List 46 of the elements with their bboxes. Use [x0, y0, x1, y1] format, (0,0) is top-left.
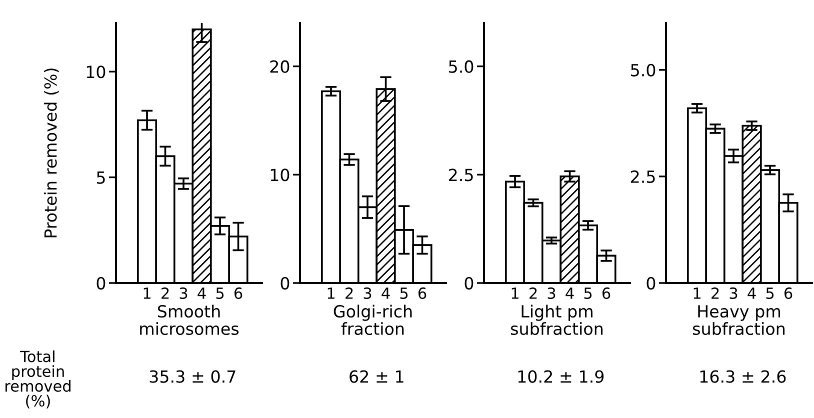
x-tick-label: 3 [548, 287, 556, 299]
y-tick-label: 5 [96, 171, 105, 184]
y-tick-label: 10 [270, 168, 290, 182]
text: 35.3 ± 0.7 [150, 370, 236, 383]
x-tick-label: 5 [766, 288, 774, 299]
x-tick-label: 6 [418, 287, 426, 299]
text: 10.2 ± 1.9 [518, 370, 604, 383]
text: 16.3 ± 2.6 [700, 370, 786, 383]
x-tick-label: 6 [234, 287, 242, 299]
y-tick-label: 5.0 [631, 64, 656, 76]
x-tick-label: 4 [382, 288, 390, 299]
x-tick-label: 2 [162, 287, 169, 299]
x-tick-label: 5 [400, 288, 408, 299]
x-tick-label: 3 [730, 287, 738, 299]
x-axis-title: Smooth microsomes [140, 304, 239, 336]
x-tick-label: 3 [180, 287, 188, 299]
y-tick-label: 2.5 [448, 168, 473, 182]
y-tick-label: 0 [464, 276, 474, 290]
y-tick-label: 5.0 [449, 60, 474, 73]
text: 62 ± 1 [350, 370, 404, 383]
x-tick-label: 6 [784, 287, 792, 299]
x-axis-title: Golgi-rich fraction [334, 304, 412, 336]
x-tick-label: 4 [566, 288, 574, 299]
x-tick-label: 2 [346, 287, 353, 299]
x-tick-label: 2 [712, 287, 719, 299]
y-tick-label: 0 [646, 276, 656, 290]
x-tick-label: 3 [364, 287, 372, 299]
text: Total protein removed (%) [6, 350, 70, 408]
y-tick-label: 0 [96, 276, 106, 290]
x-tick-label: 4 [198, 288, 206, 299]
x-tick-label: 5 [216, 288, 224, 299]
x-axis-title: Heavy pm subfraction [692, 305, 785, 336]
y-tick-label: 20 [270, 60, 290, 73]
y-tick-label: 10 [86, 66, 106, 78]
x-tick-label: 1 [512, 288, 518, 299]
x-tick-label: 1 [694, 288, 700, 299]
x-axis-title: Light pm subfraction [510, 304, 603, 336]
x-tick-label: 2 [530, 287, 537, 299]
x-tick-label: 6 [602, 287, 610, 299]
y-axis-title: Protein removed (%) [44, 68, 59, 238]
x-tick-label: 4 [748, 288, 756, 299]
x-tick-label: 1 [328, 288, 334, 299]
x-tick-label: 1 [144, 288, 150, 299]
y-tick-label: 2.5 [630, 170, 655, 184]
y-tick-label: 0 [280, 276, 290, 290]
x-tick-label: 5 [584, 288, 592, 299]
